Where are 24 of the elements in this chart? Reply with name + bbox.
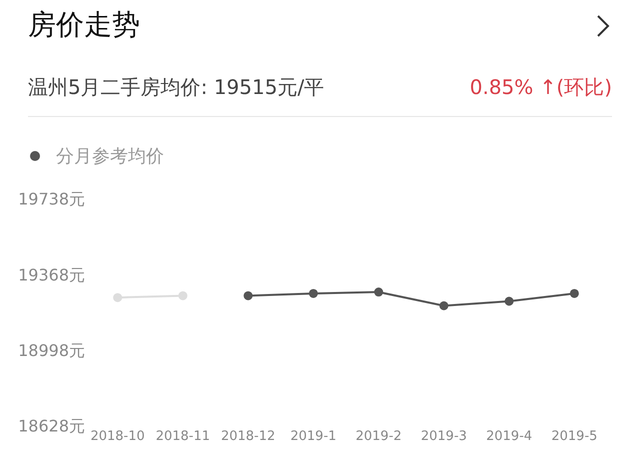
y-tick-label: 18628元 — [18, 416, 85, 436]
text: 0.85% ↑(环比) — [470, 75, 612, 99]
x-tick-label: 2019-1 — [290, 429, 336, 444]
y-tick-label: 19368元 — [18, 265, 85, 284]
x-tick-label: 2018-10 — [90, 429, 145, 444]
legend-label: 分月参考均价 — [56, 145, 164, 168]
point — [374, 288, 384, 297]
x-tick-label: 2019-2 — [356, 429, 402, 444]
x-tick-label: 2019-5 — [551, 429, 598, 444]
x-tick-label: 2018-11 — [156, 429, 210, 444]
point — [439, 301, 448, 310]
point — [504, 296, 514, 306]
point — [178, 291, 188, 300]
chart-subtitle: 温州5月二手房均价: 19515元/平 — [28, 74, 324, 101]
x-tick-label: 2019-3 — [420, 429, 467, 444]
point — [244, 291, 253, 300]
point — [113, 293, 122, 302]
point — [570, 288, 579, 298]
chart-title: 房价走势 — [28, 7, 140, 43]
x-tick-label: 2018-12 — [220, 429, 276, 444]
y-tick-label: 19738元 — [18, 190, 85, 209]
point — [308, 288, 318, 298]
x-tick-label: 2019-4 — [486, 429, 532, 444]
y-tick-label: 18998元 — [18, 340, 85, 360]
